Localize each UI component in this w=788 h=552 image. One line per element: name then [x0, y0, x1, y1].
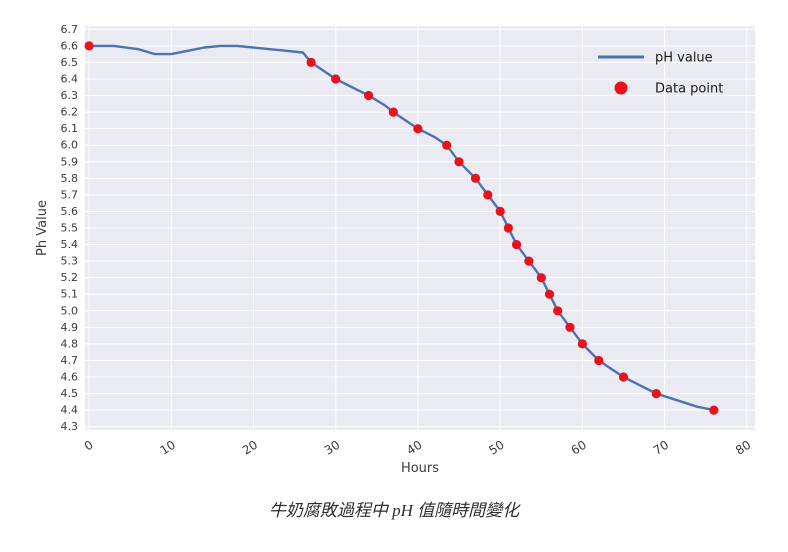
svg-text:5.7: 5.7: [61, 188, 79, 201]
svg-text:4.5: 4.5: [61, 387, 79, 400]
svg-text:5.0: 5.0: [61, 304, 79, 317]
svg-text:6.4: 6.4: [61, 72, 79, 85]
svg-text:6.0: 6.0: [61, 139, 79, 152]
svg-text:40: 40: [404, 438, 424, 458]
svg-text:5.8: 5.8: [61, 172, 79, 185]
svg-text:5.3: 5.3: [61, 255, 79, 268]
legend-label: Data point: [655, 82, 723, 97]
svg-text:50: 50: [486, 438, 506, 458]
legend-point-swatch: [614, 81, 628, 95]
svg-text:6.6: 6.6: [61, 39, 79, 52]
svg-text:5.1: 5.1: [61, 288, 79, 301]
svg-text:70: 70: [651, 438, 671, 458]
chart-caption: 牛奶腐敗過程中 pH 值隨時間變化: [268, 501, 520, 520]
svg-text:80: 80: [733, 438, 753, 458]
ph-line-chart: 4.3 4.4 4.5 4.6 4.7 4.8 4.9 5.0 5.1 5.2 5.3 5.4 5.5 5…: [35, 23, 755, 476]
svg-text:60: 60: [569, 438, 589, 458]
svg-text:4.4: 4.4: [61, 404, 79, 417]
svg-text:4.6: 4.6: [61, 371, 79, 384]
svg-text:6.3: 6.3: [61, 89, 79, 102]
svg-text:6.7: 6.7: [61, 23, 79, 36]
svg-text:20: 20: [240, 438, 260, 458]
svg-text:4.7: 4.7: [61, 354, 79, 367]
gridlines: [85, 26, 755, 430]
legend: pH value Data point: [598, 51, 723, 97]
x-tick-labels: 0 10 20 30 40 50 60 70 80: [82, 438, 754, 458]
y-axis-label: Ph Value: [35, 200, 50, 256]
svg-text:6.2: 6.2: [61, 106, 79, 119]
svg-text:30: 30: [322, 438, 342, 458]
svg-text:5.9: 5.9: [61, 155, 79, 168]
svg-text:4.9: 4.9: [61, 321, 79, 334]
ph-over-time-figure: 4.3 4.4 4.5 4.6 4.7 4.8 4.9 5.0 5.1 5.2 5.3 5.4 5.5 5…: [35, 23, 755, 520]
svg-text:5.5: 5.5: [61, 222, 79, 235]
svg-text:10: 10: [158, 438, 178, 458]
svg-text:6.5: 6.5: [61, 56, 79, 69]
svg-text:4.3: 4.3: [61, 420, 79, 433]
svg-text:5.6: 5.6: [61, 205, 79, 218]
y-tick-labels: 4.3 4.4 4.5 4.6 4.7 4.8 4.9 5.0 5.1 5.2 5.3 5.4 5.5 5…: [61, 23, 79, 433]
svg-text:4.8: 4.8: [61, 337, 79, 350]
svg-text:5.2: 5.2: [61, 271, 79, 284]
legend-label: pH value: [655, 51, 713, 66]
x-axis-label: Hours: [401, 461, 439, 476]
svg-text:5.4: 5.4: [61, 238, 79, 251]
svg-text:6.1: 6.1: [61, 122, 79, 135]
svg-text:0: 0: [82, 438, 96, 454]
data-point-series: [84, 41, 719, 415]
